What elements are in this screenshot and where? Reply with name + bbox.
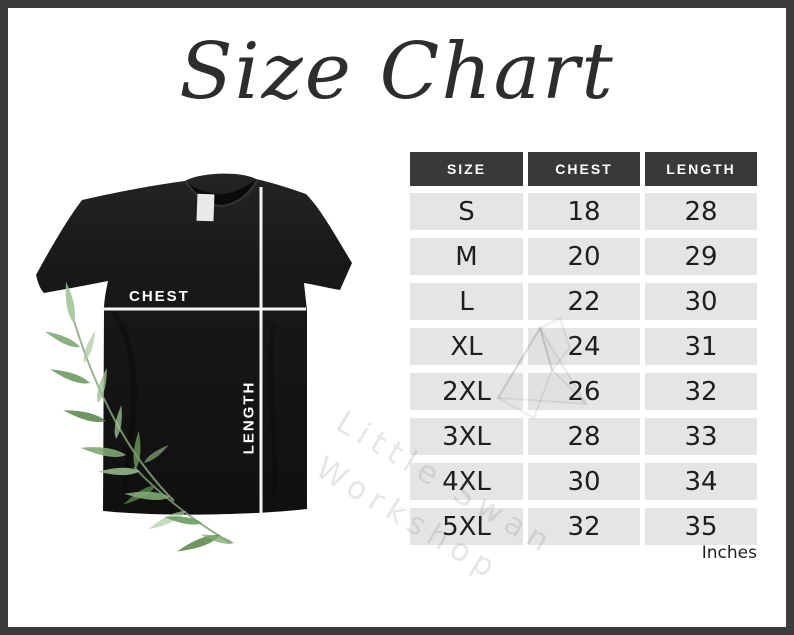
shirt-body	[36, 173, 352, 515]
length-cell: 35	[645, 508, 757, 545]
table-row: XL 24 31	[410, 328, 757, 365]
size-cell: 4XL	[410, 463, 523, 500]
length-cell: 29	[645, 238, 757, 275]
size-cell: M	[410, 238, 523, 275]
collar	[185, 179, 256, 205]
chest-cell: 20	[528, 238, 640, 275]
size-cell: XL	[410, 328, 523, 365]
collar-tag	[196, 193, 215, 222]
length-cell: 33	[645, 418, 757, 455]
leaves	[45, 281, 234, 552]
length-cell: 32	[645, 373, 757, 410]
table-row: 4XL 30 34	[410, 463, 757, 500]
chest-cell: 26	[528, 373, 640, 410]
table-header-row: SIZE CHEST LENGTH	[410, 152, 757, 186]
chest-cell: 28	[528, 418, 640, 455]
length-cell: 31	[645, 328, 757, 365]
column-header-size: SIZE	[410, 152, 523, 186]
units-label: Inches	[701, 543, 757, 563]
chest-cell: 32	[528, 508, 640, 545]
length-cell: 34	[645, 463, 757, 500]
size-table: SIZE CHEST LENGTH S 18 28 M 20 29 L 22 3…	[410, 152, 757, 553]
table-row: L 22 30	[410, 283, 757, 320]
size-cell: 2XL	[410, 373, 523, 410]
chest-cell: 30	[528, 463, 640, 500]
size-cell: 5XL	[410, 508, 523, 545]
column-header-length: LENGTH	[645, 152, 757, 186]
table-row: S 18 28	[410, 193, 757, 230]
column-header-chest: CHEST	[528, 152, 640, 186]
tshirt-svg	[36, 173, 352, 552]
chest-cell: 24	[528, 328, 640, 365]
table-row: 5XL 32 35	[410, 508, 757, 545]
size-cell: L	[410, 283, 523, 320]
chest-cell: 18	[528, 193, 640, 230]
length-cell: 28	[645, 193, 757, 230]
length-measure-label: LENGTH	[240, 380, 258, 455]
tshirt-illustration	[24, 163, 394, 561]
table-row: 3XL 28 33	[410, 418, 757, 455]
chest-cell: 22	[528, 283, 640, 320]
table-row: M 20 29	[410, 238, 757, 275]
leaf-branches	[45, 281, 234, 552]
size-cell: 3XL	[410, 418, 523, 455]
chest-measure-label: CHEST	[129, 288, 190, 305]
length-cell: 30	[645, 283, 757, 320]
table-row: 2XL 26 32	[410, 373, 757, 410]
size-cell: S	[410, 193, 523, 230]
page-title: Size Chart	[179, 27, 615, 117]
